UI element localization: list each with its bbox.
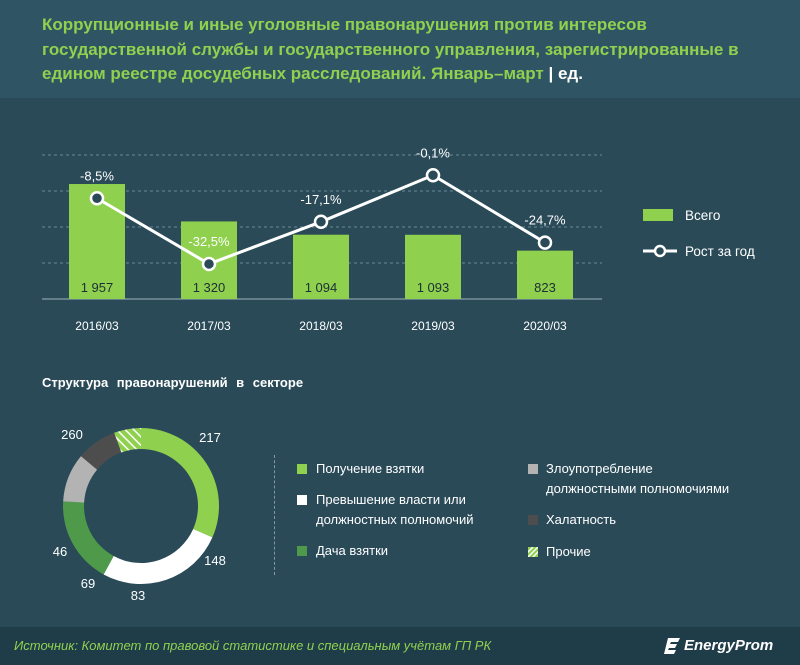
legend-line-label: Рост за год bbox=[685, 243, 755, 259]
bar-value-label: 1 320 bbox=[193, 280, 226, 295]
x-tick-label: 2018/03 bbox=[299, 319, 343, 333]
bar-value-label: 1 094 bbox=[305, 280, 338, 295]
legend-abuse-line1: Злоупотребление bbox=[546, 461, 653, 476]
legend-swatch-negligence bbox=[528, 515, 538, 525]
line-point bbox=[313, 214, 329, 230]
line-value-label: -8,5% bbox=[80, 168, 114, 183]
title-unit: ед. bbox=[557, 64, 583, 83]
bar-value-label: 823 bbox=[534, 280, 556, 295]
legend-divider bbox=[274, 455, 275, 575]
legend-excess-line2: должностных полномочий bbox=[316, 512, 474, 527]
line-point bbox=[89, 191, 105, 206]
legend-swatch-abuse bbox=[528, 464, 538, 474]
legend-line-swatch bbox=[643, 244, 677, 258]
line-point bbox=[201, 256, 217, 272]
legend-swatch-bribe-giving bbox=[297, 546, 307, 556]
donut-slice bbox=[114, 428, 141, 453]
x-tick-label: 2020/03 bbox=[523, 319, 567, 333]
pie-subtitle: Структура правонарушений в секторе bbox=[42, 375, 304, 390]
legend-negligence: Халатность bbox=[546, 512, 617, 527]
donut-slice bbox=[80, 432, 122, 470]
main-legend: Всего Рост за год bbox=[643, 205, 755, 277]
x-tick-label: 2019/03 bbox=[411, 319, 455, 333]
brand-logo-icon bbox=[664, 638, 680, 654]
brand-name: EnergyProm bbox=[684, 637, 774, 654]
donut-slice bbox=[63, 456, 98, 503]
chart-title: Коррупционные и иные уголовные правонару… bbox=[42, 13, 762, 87]
donut-value-label: 69 bbox=[81, 576, 95, 591]
donut-value-label: 46 bbox=[53, 544, 67, 559]
line-value-label: -0,1% bbox=[416, 145, 450, 160]
source-text: Источник: Комитет по правовой статистике… bbox=[14, 638, 492, 653]
donut-slice bbox=[63, 501, 114, 575]
footer: Источник: Комитет по правовой статистике… bbox=[0, 627, 800, 665]
line-value-label: -17,1% bbox=[300, 192, 342, 207]
line-value-label: -24,7% bbox=[524, 213, 566, 228]
line-point bbox=[425, 168, 441, 183]
bar bbox=[405, 234, 461, 299]
header-panel bbox=[0, 0, 800, 98]
donut-slice bbox=[103, 528, 213, 585]
legend-bribe-taking: Получение взятки bbox=[316, 461, 425, 476]
donut-value-label: 260 bbox=[61, 427, 83, 442]
bar bbox=[517, 250, 573, 299]
legend-line: Рост за год bbox=[643, 241, 755, 261]
donut-value-label: 217 bbox=[199, 430, 221, 445]
donut-value-label: 83 bbox=[131, 588, 145, 603]
legend-bar: Всего bbox=[643, 205, 755, 225]
x-tick-label: 2016/03 bbox=[75, 319, 119, 333]
donut-value-label: 148 bbox=[204, 553, 226, 568]
legend-swatch-excess bbox=[297, 495, 307, 505]
legend-bribe-giving: Дача взятки bbox=[316, 543, 389, 558]
title-main: Коррупционные и иные уголовные правонару… bbox=[42, 15, 739, 83]
legend-excess-line1: Превышение власти или bbox=[316, 492, 466, 507]
x-tick-label: 2017/03 bbox=[187, 319, 231, 333]
legend-swatch-other bbox=[528, 547, 538, 557]
bar-value-label: 1 957 bbox=[81, 280, 114, 295]
bar bbox=[293, 234, 349, 299]
line-point bbox=[537, 235, 553, 250]
legend-abuse-line2: должностными полномочиями bbox=[546, 481, 730, 496]
title-sep: | bbox=[543, 64, 558, 83]
bar-value-label: 1 093 bbox=[417, 280, 450, 295]
line-value-label: -32,5% bbox=[188, 234, 230, 249]
legend-other: Прочие bbox=[546, 544, 591, 559]
legend-bar-label: Всего bbox=[685, 207, 721, 223]
legend-bar-swatch bbox=[643, 209, 673, 221]
legend-swatch-bribe-taking bbox=[297, 464, 307, 474]
donut-slice bbox=[141, 428, 219, 538]
